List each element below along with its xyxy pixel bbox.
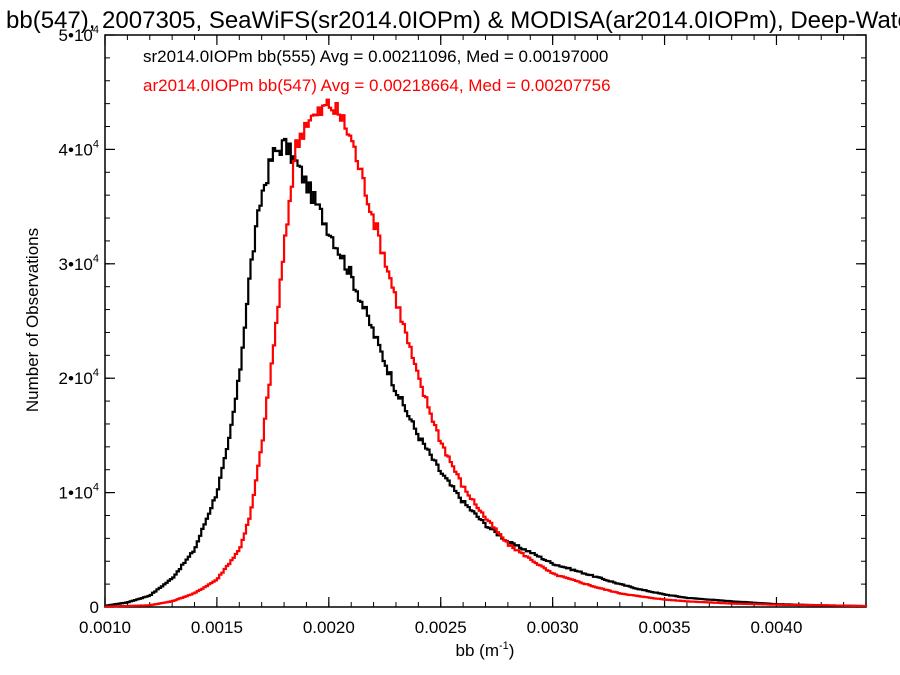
x-tick-label: 0.0020 [303, 618, 355, 637]
y-tick-label: 1•104 [59, 482, 99, 503]
y-tick-label: 5•104 [59, 24, 99, 45]
x-tick-label: 0.0030 [527, 618, 579, 637]
x-tick-label: 0.0010 [79, 618, 131, 637]
legend-entry-2: ar2014.0IOPm bb(547) Avg = 0.00218664, M… [143, 76, 611, 95]
y-tick-label-exponent: 4 [93, 138, 99, 150]
x-axis-label: bb (m-1) [456, 640, 515, 660]
y-tick-label-text: 2•10 [59, 369, 93, 388]
x-axis-label-close: ) [509, 641, 515, 660]
x-axis-label-text: bb (m [456, 641, 499, 660]
chart-title: bb(547), 2007305, SeaWiFS(sr2014.0IOPm) … [6, 7, 900, 34]
series-group [105, 98, 868, 608]
y-tick-label-exponent: 4 [93, 482, 99, 494]
y-tick-label: 3•104 [59, 253, 99, 274]
y-tick-label: 4•104 [59, 138, 99, 159]
y-tick-label-text: 3•10 [59, 255, 93, 274]
legend: sr2014.0IOPm bb(555) Avg = 0.00211096, M… [143, 47, 611, 95]
y-tick-label: 2•104 [59, 367, 99, 388]
y-tick-label-text: 5•10 [59, 26, 93, 45]
y-tick-label-text: 1•10 [59, 484, 93, 503]
y-axis-label: Number of Observations [23, 228, 42, 412]
y-tick-label-text: 0 [90, 598, 99, 617]
y-tick-label-exponent: 4 [93, 24, 99, 36]
plot-frame [104, 34, 867, 608]
y-tick-label-text: 4•10 [59, 140, 93, 159]
x-tick-label: 0.0015 [191, 618, 243, 637]
y-tick-label-exponent: 4 [93, 253, 99, 265]
x-axis-label-superscript: -1 [499, 640, 509, 652]
y-tick-label: 0 [90, 598, 99, 617]
x-tick-label: 0.0040 [750, 618, 802, 637]
series-line-2 [105, 98, 868, 608]
series-line-1 [105, 137, 868, 608]
x-tick-label: 0.0025 [415, 618, 467, 637]
x-tick-label: 0.0035 [639, 618, 691, 637]
x-axis: 0.0010 0.0015 0.0020 0.0025 0.0030 0.0035 0.00… [79, 35, 867, 637]
legend-entry-1: sr2014.0IOPm bb(555) Avg = 0.00211096, M… [143, 47, 608, 66]
y-tick-label-exponent: 4 [93, 367, 99, 379]
